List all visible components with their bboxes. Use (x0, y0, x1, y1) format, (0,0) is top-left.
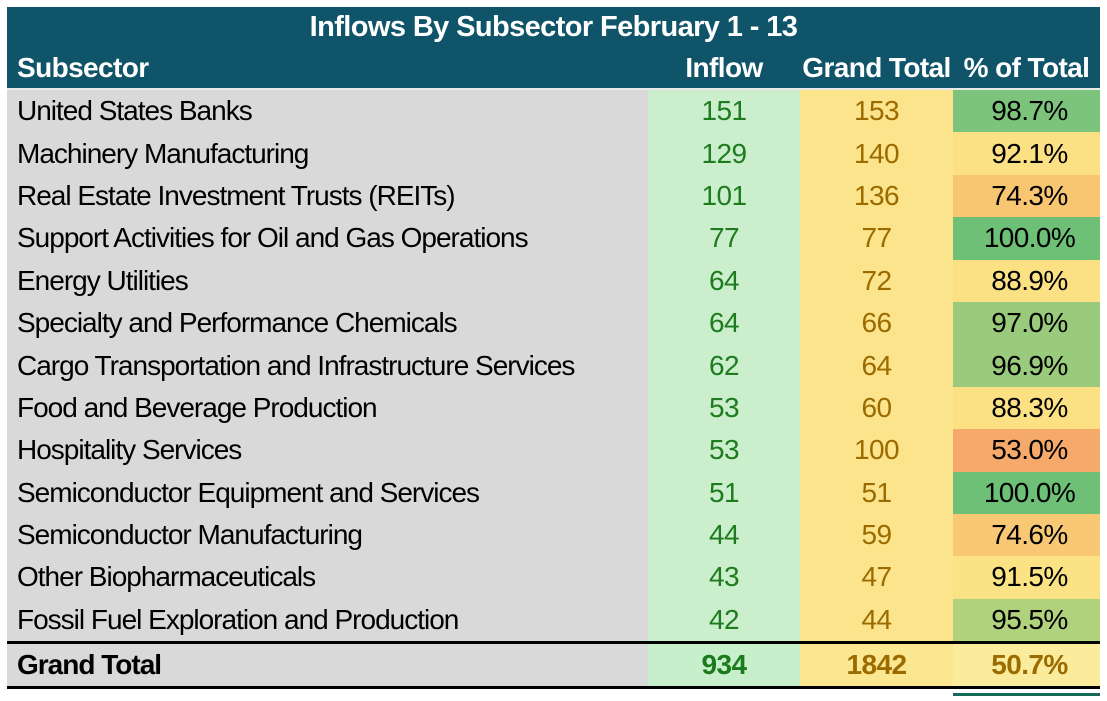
subsector-cell: Fossil Fuel Exploration and Production (7, 598, 648, 643)
pct-of-total-cell: 74.6% (953, 513, 1100, 557)
grand-total-label: Grand Total (7, 642, 648, 688)
inflow-cell: 62 (648, 344, 800, 387)
subsector-cell: Hospitality Services (7, 429, 648, 472)
grand-total-cell: 60 (800, 386, 953, 430)
inflows-table-sheet: Inflows By Subsector February 1 - 13 Sub… (7, 7, 1100, 697)
inflow-cell: 151 (648, 89, 800, 133)
pct-of-total-cell: 96.9% (953, 344, 1100, 387)
grand-total-cell: 136 (800, 174, 953, 218)
pct-of-total-cell: 100.0% (953, 471, 1100, 514)
table-row: Energy Utilities 64 72 88.9% (7, 259, 1100, 302)
pct-of-total-cell: 100.0% (953, 217, 1100, 260)
inflow-cell: 53 (648, 386, 800, 430)
table-row: Support Activities for Oil and Gas Opera… (7, 217, 1100, 260)
column-header-pct-of-total: % of Total (953, 48, 1100, 90)
inflow-cell: 64 (648, 301, 800, 345)
inflow-cell: 51 (648, 471, 800, 514)
grand-total-total: 1842 (800, 642, 953, 688)
inflow-cell: 129 (648, 132, 800, 175)
pct-of-total-cell: 98.7% (953, 89, 1100, 133)
grand-total-cell: 77 (800, 217, 953, 260)
inflow-cell: 101 (648, 174, 800, 218)
inflow-cell: 64 (648, 259, 800, 302)
grand-total-cell: 51 (800, 471, 953, 514)
inflow-cell: 42 (648, 598, 800, 643)
pct-of-total-cell: 88.3% (953, 386, 1100, 430)
grand-total-row: Grand Total 934 1842 50.7% (7, 642, 1100, 688)
grand-total-cell: 47 (800, 556, 953, 599)
table-row: Machinery Manufacturing 129 140 92.1% (7, 132, 1100, 175)
pct-of-total-cell: 92.1% (953, 132, 1100, 175)
column-header-grand-total: Grand Total (800, 48, 953, 90)
grand-total-pct: 50.7% (953, 642, 1100, 688)
inflow-cell: 44 (648, 513, 800, 557)
table-row: United States Banks 151 153 98.7% (7, 89, 1100, 133)
subsector-cell: Support Activities for Oil and Gas Opera… (7, 217, 648, 260)
table-title: Inflows By Subsector February 1 - 13 (7, 7, 1100, 48)
subsector-cell: Machinery Manufacturing (7, 132, 648, 175)
subsector-cell: Cargo Transportation and Infrastructure … (7, 344, 648, 387)
table-row: Other Biopharmaceuticals 43 47 91.5% (7, 556, 1100, 599)
subsector-cell: Other Biopharmaceuticals (7, 556, 648, 599)
inflows-by-subsector-table: Subsector Inflow Grand Total % of Total … (7, 48, 1100, 689)
subsector-cell: Specialty and Performance Chemicals (7, 301, 648, 345)
table-row: Hospitality Services 53 100 53.0% (7, 429, 1100, 472)
pct-of-total-cell: 88.9% (953, 259, 1100, 302)
pct-of-total-cell: 74.3% (953, 174, 1100, 218)
grand-total-cell: 64 (800, 344, 953, 387)
inflow-cell: 43 (648, 556, 800, 599)
grand-total-cell: 100 (800, 429, 953, 472)
subsector-cell: Semiconductor Manufacturing (7, 513, 648, 557)
table-row: Semiconductor Manufacturing 44 59 74.6% (7, 513, 1100, 557)
subsector-cell: Food and Beverage Production (7, 386, 648, 430)
pct-of-total-cell: 97.0% (953, 301, 1100, 345)
grand-total-cell: 72 (800, 259, 953, 302)
grand-total-cell: 66 (800, 301, 953, 345)
table-row: Specialty and Performance Chemicals 64 6… (7, 301, 1100, 345)
grand-total-cell: 44 (800, 598, 953, 643)
grand-total-cell: 153 (800, 89, 953, 133)
subsector-cell: Real Estate Investment Trusts (REITs) (7, 174, 648, 218)
column-header-subsector: Subsector (7, 48, 648, 90)
inflow-cell: 53 (648, 429, 800, 472)
header-row: Subsector Inflow Grand Total % of Total (7, 48, 1100, 90)
grand-total-cell: 59 (800, 513, 953, 557)
table-row: Food and Beverage Production 53 60 88.3% (7, 386, 1100, 430)
pct-of-total-cell: 53.0% (953, 429, 1100, 472)
table-row: Fossil Fuel Exploration and Production 4… (7, 598, 1100, 643)
subsector-cell: Energy Utilities (7, 259, 648, 302)
grand-total-inflow: 934 (648, 642, 800, 688)
grand-total-cell: 140 (800, 132, 953, 175)
column-header-inflow: Inflow (648, 48, 800, 90)
table-row: Cargo Transportation and Infrastructure … (7, 344, 1100, 387)
pct-of-total-cell: 95.5% (953, 598, 1100, 643)
table-row: Real Estate Investment Trusts (REITs) 10… (7, 174, 1100, 218)
pct-of-total-cell: 91.5% (953, 556, 1100, 599)
table-row: Semiconductor Equipment and Services 51 … (7, 471, 1100, 514)
subsector-cell: Semiconductor Equipment and Services (7, 471, 648, 514)
subsector-cell: United States Banks (7, 89, 648, 133)
inflow-cell: 77 (648, 217, 800, 260)
